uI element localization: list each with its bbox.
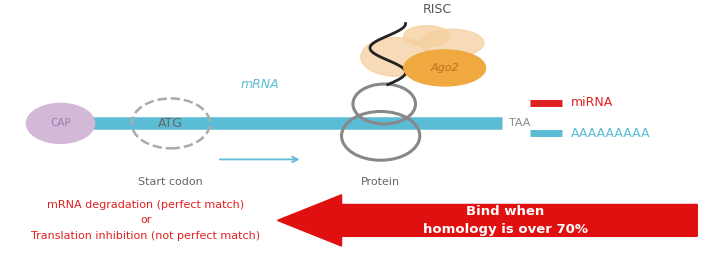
Text: RISC: RISC bbox=[423, 3, 452, 16]
Ellipse shape bbox=[361, 38, 432, 76]
Text: ATG: ATG bbox=[158, 117, 184, 130]
Ellipse shape bbox=[420, 29, 484, 57]
Text: Bind when
homology is over 70%: Bind when homology is over 70% bbox=[423, 205, 588, 236]
Text: TAA: TAA bbox=[509, 118, 530, 129]
Text: mRNA: mRNA bbox=[240, 78, 279, 91]
Text: miRNA: miRNA bbox=[572, 96, 613, 109]
Text: mRNA degradation (perfect match)
or
Translation inhibition (not perfect match): mRNA degradation (perfect match) or Tran… bbox=[31, 200, 261, 241]
FancyArrow shape bbox=[277, 195, 697, 246]
Ellipse shape bbox=[27, 103, 94, 143]
Ellipse shape bbox=[404, 26, 450, 46]
Text: Protein: Protein bbox=[361, 177, 400, 186]
Text: Ago2: Ago2 bbox=[431, 63, 459, 73]
Text: CAP: CAP bbox=[50, 118, 71, 129]
Text: Start codon: Start codon bbox=[138, 177, 203, 186]
Text: AAAAAAAAA: AAAAAAAAA bbox=[572, 127, 651, 140]
Ellipse shape bbox=[404, 50, 485, 86]
